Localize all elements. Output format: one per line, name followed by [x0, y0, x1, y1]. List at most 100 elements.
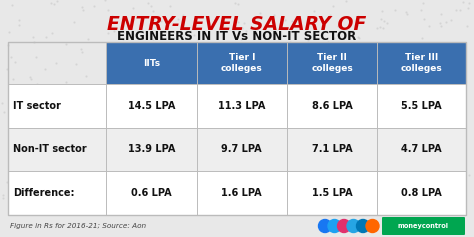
Point: [449, 86, 456, 90]
Point: [112, 129, 119, 132]
Point: [70, 179, 78, 183]
Point: [85, 114, 92, 118]
Point: [40, 176, 48, 180]
Point: [326, 130, 334, 134]
Point: [18, 181, 26, 185]
Point: [293, 76, 301, 80]
Point: [73, 169, 81, 172]
Point: [318, 99, 325, 102]
Point: [166, 5, 173, 8]
Point: [11, 61, 18, 64]
Point: [41, 67, 48, 70]
Point: [338, 113, 346, 116]
Text: Tier III
colleges: Tier III colleges: [401, 53, 442, 73]
Point: [43, 35, 50, 39]
Point: [194, 37, 201, 41]
Point: [377, 127, 385, 131]
Point: [202, 101, 210, 105]
Point: [298, 177, 306, 181]
Point: [109, 14, 116, 18]
Point: [172, 137, 179, 141]
Point: [464, 24, 471, 27]
Text: 14.5 LPA: 14.5 LPA: [128, 101, 175, 111]
Point: [199, 82, 207, 86]
Point: [402, 11, 410, 14]
Point: [442, 201, 449, 205]
Point: [146, 51, 154, 55]
Point: [299, 147, 306, 151]
Point: [118, 74, 126, 78]
Polygon shape: [287, 42, 377, 84]
Point: [0, 110, 8, 114]
Point: [235, 181, 242, 185]
Point: [331, 96, 339, 100]
Point: [0, 193, 7, 197]
Point: [334, 77, 342, 81]
Point: [91, 4, 98, 8]
Point: [24, 124, 31, 128]
Point: [199, 108, 206, 112]
Point: [347, 173, 355, 177]
Point: [33, 82, 41, 86]
Point: [150, 18, 158, 22]
Point: [6, 139, 14, 143]
Point: [422, 187, 430, 191]
Point: [409, 200, 417, 203]
Point: [242, 156, 249, 160]
Point: [400, 84, 407, 87]
Point: [266, 71, 274, 75]
Point: [265, 162, 273, 166]
Point: [171, 59, 178, 63]
Point: [324, 175, 331, 178]
Point: [156, 90, 164, 94]
Point: [379, 9, 386, 13]
Point: [39, 132, 46, 136]
Point: [309, 155, 317, 159]
Point: [89, 134, 97, 138]
Point: [362, 109, 369, 113]
Point: [180, 174, 188, 178]
Point: [63, 80, 70, 83]
Point: [158, 201, 165, 205]
Point: [386, 100, 394, 104]
Point: [169, 112, 176, 116]
Text: 13.9 LPA: 13.9 LPA: [128, 145, 175, 155]
Point: [140, 144, 148, 148]
Point: [440, 103, 448, 107]
Point: [327, 154, 334, 158]
Text: Tier I
colleges: Tier I colleges: [221, 53, 263, 73]
Point: [373, 57, 381, 61]
Point: [204, 48, 212, 51]
Point: [435, 103, 442, 107]
Point: [82, 74, 90, 78]
Point: [89, 108, 97, 112]
Point: [8, 108, 16, 111]
Point: [16, 18, 23, 22]
Point: [125, 64, 132, 68]
Point: [128, 45, 136, 49]
Point: [255, 51, 263, 55]
Point: [457, 109, 465, 113]
Point: [63, 146, 71, 150]
Point: [157, 19, 164, 23]
Point: [374, 26, 381, 30]
Point: [14, 131, 21, 135]
Point: [62, 42, 70, 46]
Point: [421, 73, 429, 76]
Point: [229, 109, 237, 113]
Point: [76, 116, 84, 119]
Point: [150, 181, 158, 184]
Point: [150, 192, 158, 196]
Point: [270, 13, 278, 17]
Point: [38, 203, 46, 207]
Point: [129, 52, 137, 55]
Text: Figure in Rs for 2016-21; Source: Aon: Figure in Rs for 2016-21; Source: Aon: [10, 223, 146, 229]
Point: [165, 84, 173, 88]
Point: [397, 158, 404, 161]
Point: [149, 9, 157, 13]
Point: [389, 51, 397, 55]
Point: [286, 41, 294, 44]
Point: [77, 47, 85, 51]
Point: [364, 78, 372, 82]
Point: [304, 38, 312, 42]
